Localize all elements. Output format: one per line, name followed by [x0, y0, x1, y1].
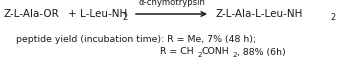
Text: CONH: CONH	[202, 47, 230, 57]
Text: +: +	[68, 9, 77, 19]
Text: Z-L-Ala-OR: Z-L-Ala-OR	[4, 9, 60, 19]
Text: L-Leu-NH: L-Leu-NH	[80, 9, 127, 19]
Text: 2: 2	[330, 12, 335, 22]
Text: α-chymotrypsin: α-chymotrypsin	[138, 0, 205, 7]
Text: 2: 2	[122, 12, 127, 22]
Text: peptide yield (incubation time): R = Me, 7% (48 h);: peptide yield (incubation time): R = Me,…	[16, 34, 256, 44]
Text: 2: 2	[232, 52, 237, 58]
Text: R = CH: R = CH	[160, 47, 194, 57]
Text: 2: 2	[197, 52, 202, 58]
Text: Z-L-Ala-L-Leu-NH: Z-L-Ala-L-Leu-NH	[215, 9, 302, 19]
Text: , 88% (6h): , 88% (6h)	[237, 47, 286, 57]
